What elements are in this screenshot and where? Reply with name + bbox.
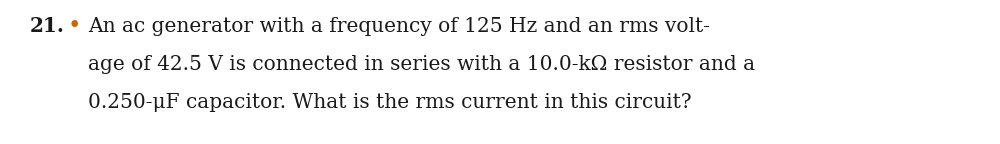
Text: 21.: 21. — [30, 16, 65, 36]
Text: •: • — [68, 15, 81, 37]
Text: 0.250-μF capacitor. What is the rms current in this circuit?: 0.250-μF capacitor. What is the rms curr… — [88, 92, 692, 111]
Text: age of 42.5 V is connected in series with a 10.0-kΩ resistor and a: age of 42.5 V is connected in series wit… — [88, 54, 755, 73]
Text: An ac generator with a frequency of 125 Hz and an rms volt-: An ac generator with a frequency of 125 … — [88, 17, 710, 36]
